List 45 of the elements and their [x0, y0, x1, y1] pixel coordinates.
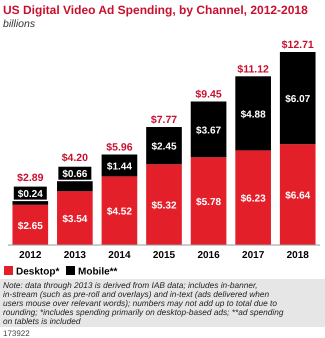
data-label: $5.32 — [151, 200, 177, 212]
total-label: $5.96 — [106, 142, 133, 154]
bar — [235, 150, 271, 245]
total-label: $4.20 — [62, 152, 88, 164]
x-tick-label: 2014 — [108, 250, 131, 261]
data-label: $6.07 — [285, 94, 311, 106]
data-label: $0.66 — [62, 169, 88, 180]
legend-label: Mobile** — [78, 266, 118, 278]
bar — [280, 52, 316, 144]
bar — [235, 76, 271, 150]
x-tick-label: 2012 — [19, 250, 42, 261]
legend-label: Desktop* — [16, 266, 60, 278]
data-label: $5.78 — [196, 197, 222, 208]
bar — [57, 191, 93, 245]
x-tick-label: 2018 — [286, 250, 310, 261]
data-label: $3.54 — [62, 214, 88, 226]
data-label: $6.23 — [240, 194, 266, 205]
total-label: $9.45 — [195, 88, 222, 101]
bar — [146, 164, 182, 245]
bar — [280, 144, 316, 245]
data-label: $0.24 — [18, 189, 44, 200]
bar — [102, 176, 138, 245]
data-label: $3.67 — [196, 125, 222, 136]
bar — [190, 102, 226, 158]
bar — [146, 127, 182, 164]
x-tick-label: 2015 — [152, 250, 176, 261]
x-tick-label: 2016 — [197, 250, 220, 261]
data-label: $2.65 — [18, 220, 44, 232]
text: 173922 — [3, 329, 30, 338]
data-label: $1.44 — [106, 161, 132, 172]
chart-title: US Digital Video Ad Spending, by Channel, 2012-2018 — [3, 3, 308, 17]
data-label: $4.88 — [240, 109, 266, 120]
data-label: $2.45 — [151, 142, 177, 153]
bar — [190, 157, 226, 245]
total-label: $2.89 — [17, 172, 44, 184]
bar — [12, 204, 48, 245]
data-label: $6.64 — [285, 190, 311, 202]
text: Note: data through 2013 is derived from IAB data; includes in-banner, in-stream (such as pre-roll and overlays) and in-text (ads delivered when users mouse over relevant words); numbers may not add up to total due to rounding; *includes spending primarily on desktop-based ads; **ad spending on tablets is included — [3, 280, 284, 326]
x-tick-label: 2017 — [242, 250, 265, 261]
total-label: $7.77 — [150, 114, 178, 126]
chart-subtitle: billions — [3, 18, 36, 30]
total-label: $12.71 — [282, 39, 314, 51]
total-label: $11.12 — [237, 63, 270, 76]
data-label: $4.52 — [106, 206, 132, 218]
x-tick-label: 2013 — [64, 250, 86, 261]
